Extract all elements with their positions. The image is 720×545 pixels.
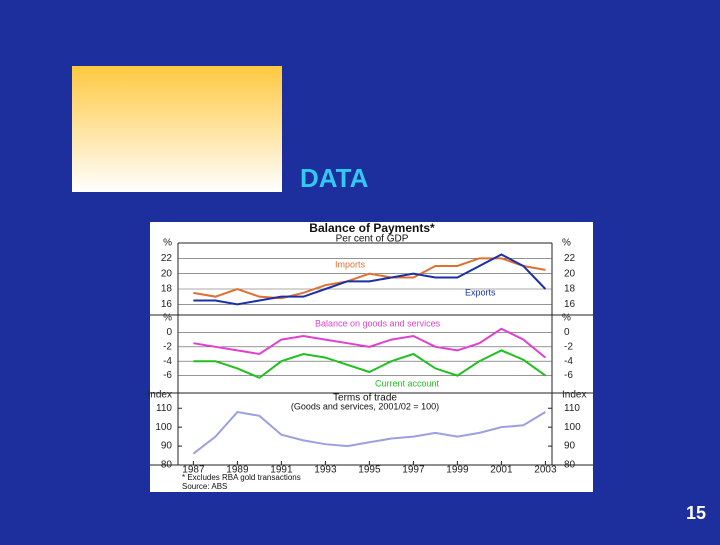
x-tick-label: 1991	[270, 465, 293, 476]
source: Source: ABS	[182, 482, 227, 491]
y-axis-label: %	[562, 238, 571, 249]
y-tick-label: 0	[166, 327, 172, 338]
y-tick-label: 20	[161, 268, 173, 279]
x-tick-label: 1997	[402, 465, 425, 476]
x-tick-label: 1999	[446, 465, 469, 476]
x-tick-label: 1995	[358, 465, 381, 476]
y-tick-label: 16	[161, 299, 173, 310]
y-tick-label: 18	[564, 284, 576, 295]
series-line	[192, 410, 546, 455]
y-tick-label: 100	[564, 422, 581, 433]
y-tick-label: 90	[161, 441, 173, 452]
x-tick-label: 2003	[534, 465, 557, 476]
x-tick-label: 1993	[314, 465, 337, 476]
y-tick-label: 16	[564, 299, 576, 310]
y-axis-label: %	[562, 313, 571, 324]
y-tick-label: 110	[156, 403, 172, 414]
page-number: 15	[686, 503, 706, 523]
y-axis-label: %	[163, 313, 172, 324]
y-tick-label: 20	[564, 268, 576, 279]
footnote: * Excludes RBA gold transactions	[182, 473, 301, 482]
y-tick-label: -4	[564, 356, 573, 367]
y-tick-label: 100	[155, 422, 172, 433]
y-tick-label: 80	[161, 460, 173, 471]
panel-title: Terms of trade	[333, 393, 397, 404]
slide-heading: DATA	[300, 163, 369, 193]
y-tick-label: -2	[163, 341, 172, 352]
series-label: Imports	[335, 259, 366, 269]
y-tick-label: -6	[163, 370, 172, 381]
y-tick-label: -4	[163, 356, 172, 367]
x-tick-label: 2001	[490, 465, 513, 476]
y-axis-label: %	[163, 238, 172, 249]
y-axis-label: Index	[148, 390, 172, 401]
y-tick-label: 110	[564, 403, 580, 414]
chart-title: Balance of Payments*	[309, 221, 435, 235]
y-tick-label: -2	[564, 341, 573, 352]
y-tick-label: 80	[564, 460, 576, 471]
series-label: Current account	[375, 378, 440, 388]
decor-box	[72, 66, 282, 192]
chart-area	[150, 222, 593, 492]
y-tick-label: 22	[564, 253, 576, 264]
y-tick-label: 18	[161, 284, 173, 295]
y-tick-label: 0	[564, 327, 570, 338]
series-line	[193, 257, 546, 300]
x-tick-label: 1987	[182, 465, 205, 476]
chart-subtitle: Per cent of GDP	[336, 234, 409, 245]
y-axis-label: Index	[562, 390, 586, 401]
series-label: Balance on goods and services	[315, 318, 441, 328]
x-tick-label: 1989	[226, 465, 249, 476]
y-tick-label: 22	[161, 253, 173, 264]
y-tick-label: -6	[564, 370, 573, 381]
series-line	[193, 253, 547, 306]
y-tick-label: 90	[564, 441, 576, 452]
series-line	[193, 327, 547, 359]
series-label: Exports	[465, 287, 496, 297]
panel-subtitle: (Goods and services, 2001/02 = 100)	[291, 401, 439, 411]
series-line	[193, 349, 546, 379]
